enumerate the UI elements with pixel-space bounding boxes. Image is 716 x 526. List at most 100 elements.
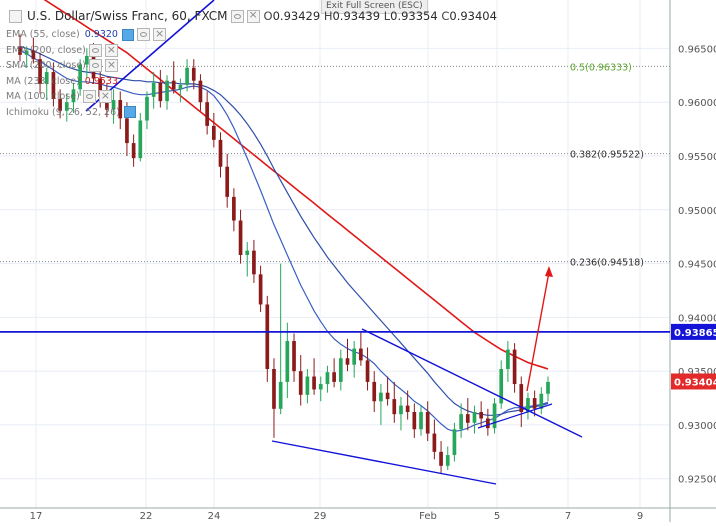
candle-body <box>439 451 443 466</box>
candle-body <box>51 72 56 99</box>
candle-body <box>238 220 243 255</box>
ohlc-readout: O0.93429 H0.93439 L0.93354 C0.93404 <box>264 9 497 23</box>
candle-body <box>419 412 423 430</box>
candle-body <box>385 392 390 400</box>
indicator-row[interactable]: EMA (55, close) 0.9320 <box>6 26 166 43</box>
candle-body <box>432 433 437 452</box>
indicator-row[interactable]: MA (100, close) <box>6 88 166 105</box>
candle-body <box>151 82 156 97</box>
visibility-eye-icon[interactable] <box>230 9 244 23</box>
candle-body <box>345 358 350 365</box>
indicator-name: MA (100, close) <box>6 91 80 102</box>
ema-55-line <box>19 45 549 416</box>
projection-arrow-head <box>545 266 553 277</box>
projection-arrow-line <box>526 271 550 392</box>
y-tick-label: 0.95000 <box>678 206 716 217</box>
candle-body <box>492 403 497 429</box>
fib-level-label: 0.236(0.94518) <box>570 258 644 269</box>
y-tick-label: 0.96500 <box>678 44 716 55</box>
indicator-name: Ichimoku (9, 26, 52, 26) <box>6 106 120 118</box>
candle-body <box>305 376 310 395</box>
x-tick-label: 17 <box>30 511 43 522</box>
candle-body <box>258 274 263 305</box>
candle-body <box>499 368 504 404</box>
candle-body <box>245 250 250 255</box>
horizontal-level-price-tag-bg <box>671 323 716 340</box>
candle-body <box>379 392 383 402</box>
close-icon[interactable] <box>104 42 118 57</box>
candle-body <box>405 405 410 413</box>
horizontal-level-price-tag-label: 0.93865 <box>674 328 716 339</box>
ohlc-low-label: L <box>383 9 391 23</box>
indicator-settings-icon[interactable] <box>121 28 134 41</box>
candle-body <box>359 348 363 361</box>
candle-body <box>31 50 36 60</box>
y-tick-label: 0.92500 <box>678 475 716 486</box>
candle-body <box>506 349 510 369</box>
close-icon[interactable] <box>152 26 166 42</box>
wedge-lower-trendline <box>271 440 497 485</box>
indicator-row[interactable]: MA (233, close) 0.9533 <box>6 74 166 90</box>
x-tick-label: 24 <box>208 511 221 522</box>
candle-body <box>24 50 29 55</box>
visibility-eye-icon[interactable] <box>82 90 96 104</box>
candle-body <box>118 100 123 119</box>
visibility-eye-icon[interactable] <box>88 43 102 57</box>
indicator-name: EMA (55, close) <box>6 29 80 40</box>
indicator-value: 0.9533 <box>84 75 119 87</box>
candle-body <box>365 360 370 382</box>
close-icon[interactable] <box>104 57 118 73</box>
candle-body <box>252 250 256 275</box>
candle-body <box>526 398 530 413</box>
candle-body <box>138 120 143 159</box>
y-tick-label: 0.95500 <box>678 152 716 163</box>
candle-body <box>546 381 550 394</box>
x-tick-label: 22 <box>140 511 153 522</box>
y-tick-label: 0.94500 <box>678 260 716 271</box>
candle-body <box>71 89 76 103</box>
candle-body <box>225 166 230 197</box>
candle-body <box>265 304 270 369</box>
symbol-title: U.S. Dollar/Swiss Franc, 60, FXCM <box>27 9 228 23</box>
candle-body <box>486 418 490 429</box>
minor-trendline <box>477 403 553 429</box>
candle-body <box>425 412 430 434</box>
visibility-eye-icon[interactable] <box>88 59 102 73</box>
candle-body <box>171 80 176 90</box>
visibility-eye-icon[interactable] <box>136 28 150 42</box>
collapse-legend-icon[interactable] <box>9 9 22 23</box>
candle-body <box>232 196 236 221</box>
candle-body <box>165 80 169 102</box>
indicator-row[interactable]: EMA (200, close) <box>6 42 166 59</box>
candle-body <box>198 80 203 103</box>
candle-body <box>205 102 209 126</box>
wedge-upper-trendline <box>361 328 583 438</box>
fib-level-label: 0.5(0.96333) <box>570 62 632 73</box>
indicator-row[interactable]: SMA (200, close) <box>6 57 166 74</box>
y-tick-label: 0.93500 <box>678 367 716 378</box>
x-tick-label: 7 <box>565 511 571 522</box>
candle-body <box>58 98 62 111</box>
indicator-row[interactable]: Ichimoku (9, 26, 52, 26) <box>6 105 166 121</box>
exit-fullscreen-button[interactable]: Exit Full Screen (ESC) <box>321 0 428 14</box>
candle-body <box>285 341 290 382</box>
y-tick-label: 0.93000 <box>678 421 716 432</box>
candle-body <box>211 125 216 140</box>
fib-level-label: 0.382(0.95522) <box>570 150 644 161</box>
settings-icon[interactable] <box>246 8 260 23</box>
candle-body <box>218 139 223 167</box>
candle-body <box>459 414 463 430</box>
candle-body <box>519 384 524 413</box>
close-icon[interactable] <box>98 88 112 104</box>
candle-body <box>532 398 537 409</box>
ohlc-high-label: H <box>323 9 333 23</box>
indicator-settings-icon[interactable] <box>123 106 136 119</box>
candle-body <box>185 67 189 85</box>
candle-body <box>325 372 330 385</box>
candle-body <box>312 376 316 390</box>
ohlc-high-value: 0.93439 <box>332 9 381 23</box>
ohlc-close-label: C <box>441 9 450 23</box>
candle-body <box>18 47 22 55</box>
